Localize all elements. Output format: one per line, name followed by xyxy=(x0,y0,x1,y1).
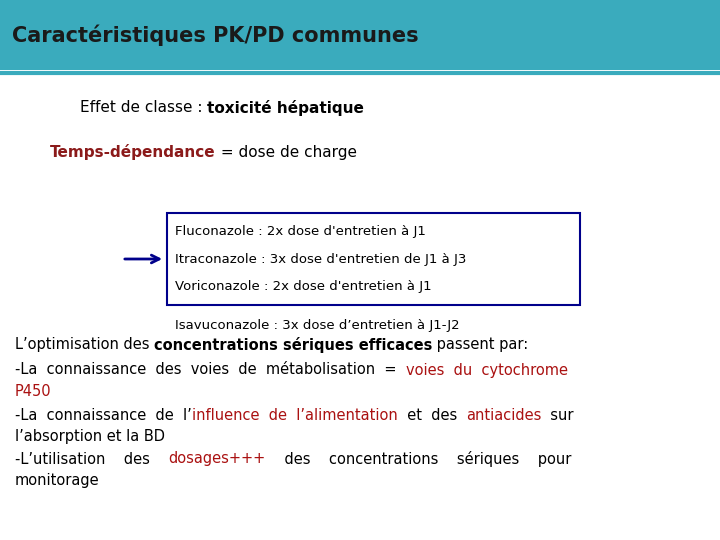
Text: l’absorption et la BD: l’absorption et la BD xyxy=(15,429,165,444)
Text: des    concentrations    sériques    pour: des concentrations sériques pour xyxy=(266,451,571,467)
Text: Isavuconazole : 3x dose d’entretien à J1-J2: Isavuconazole : 3x dose d’entretien à J1… xyxy=(175,319,459,332)
Text: dosages+++: dosages+++ xyxy=(168,451,266,467)
Text: Voriconazole : 2x dose d'entretien à J1: Voriconazole : 2x dose d'entretien à J1 xyxy=(175,280,431,293)
Bar xyxy=(167,213,580,305)
Text: L’optimisation des: L’optimisation des xyxy=(15,338,154,353)
Text: antiacides: antiacides xyxy=(466,408,541,422)
Text: = dose de charge: = dose de charge xyxy=(215,145,356,159)
Text: concentrations sériques efficaces: concentrations sériques efficaces xyxy=(154,337,433,353)
Text: et  des: et des xyxy=(397,408,466,422)
Text: Fluconazole : 2x dose d'entretien à J1: Fluconazole : 2x dose d'entretien à J1 xyxy=(175,225,426,238)
Text: -La  connaissance  de  l’: -La connaissance de l’ xyxy=(15,408,192,422)
Text: Temps-dépendance: Temps-dépendance xyxy=(50,144,215,160)
Text: monitorage: monitorage xyxy=(15,474,99,489)
Text: passent par:: passent par: xyxy=(433,338,528,353)
Text: influence  de  l’alimentation: influence de l’alimentation xyxy=(192,408,397,422)
Text: -L’utilisation    des: -L’utilisation des xyxy=(15,451,168,467)
Text: voies  du  cytochrome: voies du cytochrome xyxy=(406,362,568,377)
Text: toxicité hépatique: toxicité hépatique xyxy=(207,100,364,116)
Text: P450: P450 xyxy=(15,384,52,400)
Text: -La  connaissance  des  voies  de  métabolisation  =: -La connaissance des voies de métabolisa… xyxy=(15,362,406,377)
Text: sur: sur xyxy=(541,408,574,422)
Text: Itraconazole : 3x dose d'entretien de J1 à J3: Itraconazole : 3x dose d'entretien de J1… xyxy=(175,253,467,266)
Text: Effet de classe :: Effet de classe : xyxy=(80,100,207,116)
Text: Caractéristiques PK/PD communes: Caractéristiques PK/PD communes xyxy=(12,24,418,46)
